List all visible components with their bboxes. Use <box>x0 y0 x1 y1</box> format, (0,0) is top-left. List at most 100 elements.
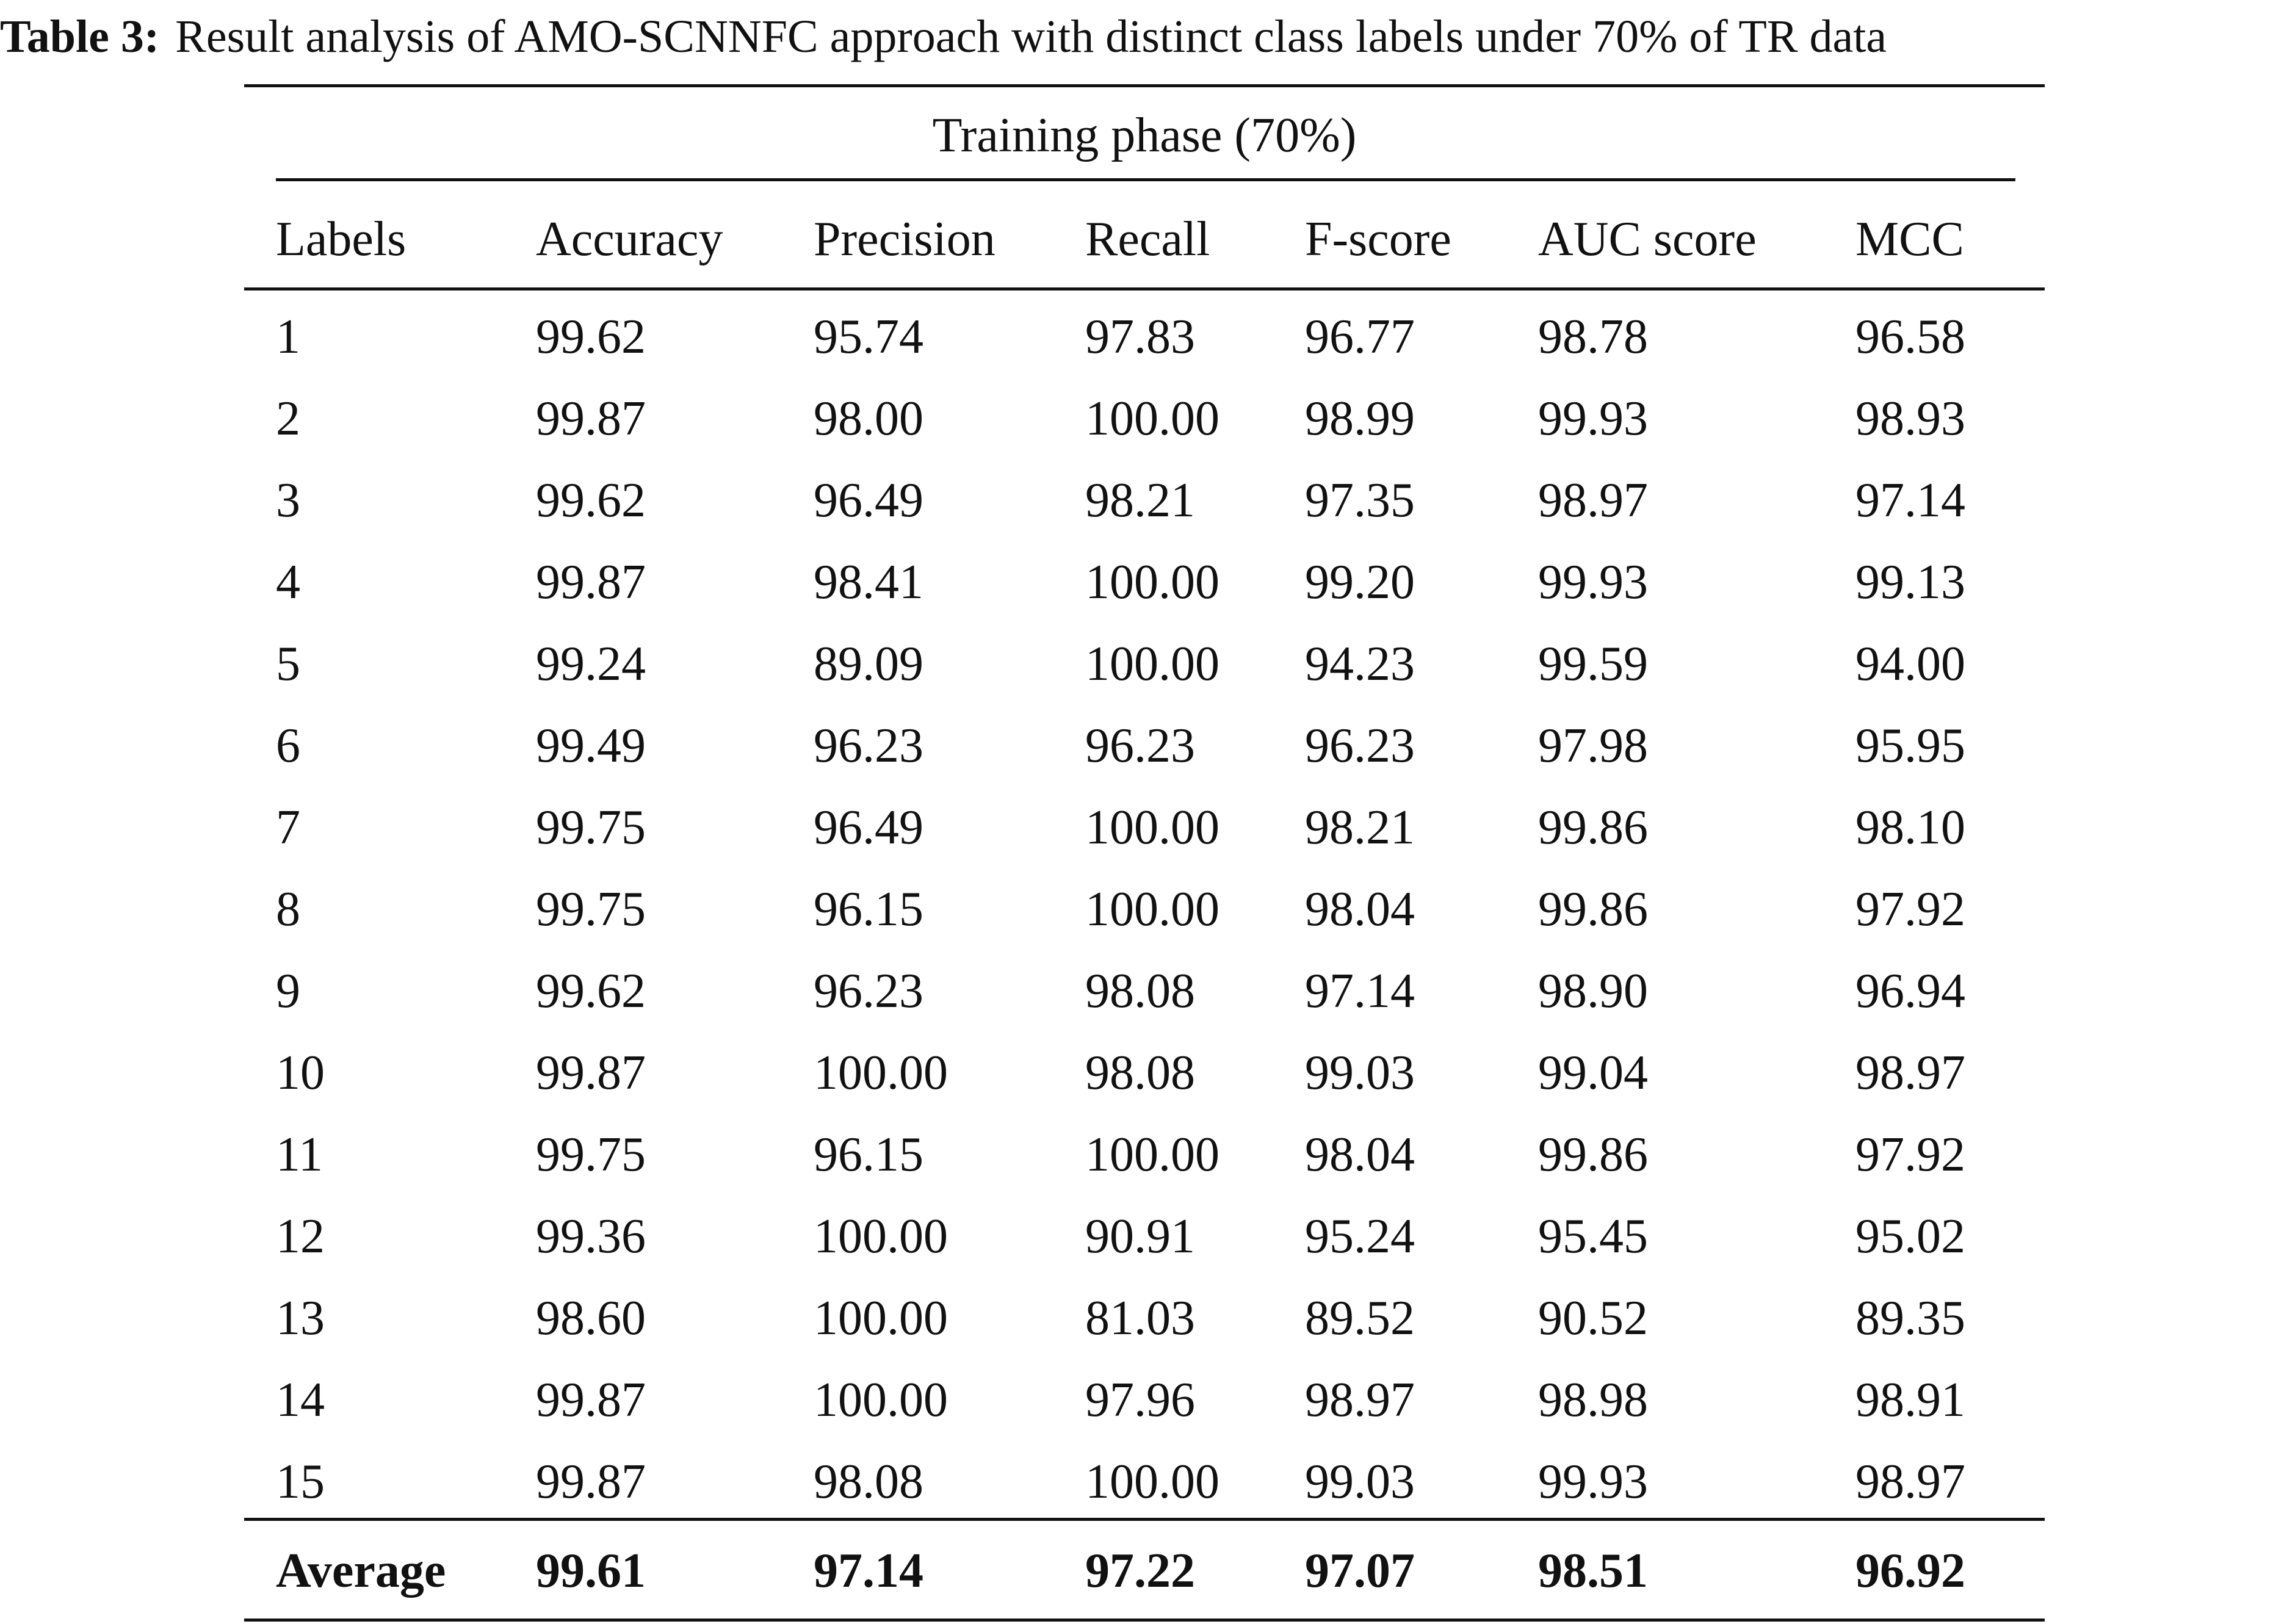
cell-f-score: 99.03 <box>1305 1046 1415 1100</box>
cell-precision: 89.09 <box>814 637 923 691</box>
average-label: Average <box>276 1544 446 1598</box>
cell-mcc: 98.91 <box>1855 1373 1965 1427</box>
cell-f-score: 98.99 <box>1305 392 1415 446</box>
cell-accuracy: 99.75 <box>536 1128 646 1182</box>
cell-accuracy: 99.87 <box>536 392 646 446</box>
cell-label: 7 <box>276 801 300 854</box>
cell-label: 15 <box>276 1455 325 1509</box>
cell-mcc: 96.58 <box>1855 310 1965 364</box>
cell-recall: 90.91 <box>1085 1210 1195 1263</box>
header-f-score: F-score <box>1305 212 1451 266</box>
table-caption: Table 3: Result analysis of AMO-SCNNFC ap… <box>0 6 2287 67</box>
cell-f-score: 98.04 <box>1305 1128 1415 1182</box>
average-recall: 97.22 <box>1085 1544 1195 1598</box>
cell-f-score: 96.23 <box>1305 719 1415 773</box>
cell-recall: 97.83 <box>1085 310 1195 364</box>
cell-f-score: 97.14 <box>1305 964 1415 1018</box>
cell-accuracy: 99.87 <box>536 1455 646 1509</box>
cell-precision: 96.15 <box>814 1128 923 1182</box>
cell-recall: 98.21 <box>1085 474 1195 527</box>
cell-precision: 95.74 <box>814 310 923 364</box>
cell-mcc: 98.97 <box>1855 1455 1965 1509</box>
cell-f-score: 99.20 <box>1305 555 1415 609</box>
cell-precision: 96.49 <box>814 801 923 854</box>
cell-label: 12 <box>276 1210 325 1263</box>
cell-f-score: 89.52 <box>1305 1291 1415 1345</box>
cell-accuracy: 99.75 <box>536 801 646 854</box>
cell-mcc: 94.00 <box>1855 637 1965 691</box>
caption-label: Table 3: <box>0 11 160 62</box>
cell-recall: 81.03 <box>1085 1291 1195 1345</box>
cell-accuracy: 99.62 <box>536 964 646 1018</box>
cell-recall: 100.00 <box>1085 801 1219 854</box>
cell-f-score: 95.24 <box>1305 1210 1415 1263</box>
cell-mcc: 97.14 <box>1855 474 1965 527</box>
cell-f-score: 98.21 <box>1305 801 1415 854</box>
cell-precision: 100.00 <box>814 1291 948 1345</box>
cell-mcc: 89.35 <box>1855 1291 1965 1345</box>
cell-label: 3 <box>276 474 300 527</box>
cell-label: 8 <box>276 882 300 936</box>
cell-label: 10 <box>276 1046 325 1100</box>
cell-auc-score: 95.45 <box>1538 1210 1648 1263</box>
cell-auc-score: 99.93 <box>1538 392 1648 446</box>
cell-recall: 98.08 <box>1085 964 1195 1018</box>
cell-label: 5 <box>276 637 300 691</box>
header-accuracy: Accuracy <box>536 212 723 266</box>
cell-recall: 100.00 <box>1085 637 1219 691</box>
cell-precision: 96.49 <box>814 474 923 527</box>
cell-accuracy: 99.62 <box>536 474 646 527</box>
cell-mcc: 98.93 <box>1855 392 1965 446</box>
cell-auc-score: 98.98 <box>1538 1373 1648 1427</box>
cell-label: 6 <box>276 719 300 773</box>
cell-auc-score: 97.98 <box>1538 719 1648 773</box>
cell-f-score: 99.03 <box>1305 1455 1415 1509</box>
cell-label: 4 <box>276 555 300 609</box>
cell-accuracy: 99.75 <box>536 882 646 936</box>
cell-accuracy: 99.87 <box>536 1046 646 1100</box>
cell-mcc: 97.92 <box>1855 882 1965 936</box>
header-rule <box>244 287 2045 291</box>
cell-mcc: 95.95 <box>1855 719 1965 773</box>
cell-f-score: 98.97 <box>1305 1373 1415 1427</box>
cell-accuracy: 99.62 <box>536 310 646 364</box>
cell-accuracy: 99.87 <box>536 555 646 609</box>
header-labels: Labels <box>276 212 406 266</box>
cell-recall: 98.08 <box>1085 1046 1195 1100</box>
phase-title: Training phase (70%) <box>932 109 1357 162</box>
cell-recall: 97.96 <box>1085 1373 1195 1427</box>
cell-recall: 100.00 <box>1085 392 1219 446</box>
average-f-score: 97.07 <box>1305 1544 1415 1598</box>
cell-precision: 98.00 <box>814 392 923 446</box>
cell-label: 13 <box>276 1291 325 1345</box>
cell-precision: 100.00 <box>814 1373 948 1427</box>
header-precision: Precision <box>814 212 995 266</box>
caption-text: Result analysis of AMO-SCNNFC approach w… <box>175 11 1887 62</box>
cell-auc-score: 98.97 <box>1538 474 1648 527</box>
cell-mcc: 96.94 <box>1855 964 1965 1018</box>
cell-accuracy: 99.49 <box>536 719 646 773</box>
cell-auc-score: 99.93 <box>1538 1455 1648 1509</box>
header-recall: Recall <box>1085 212 1210 266</box>
cell-recall: 100.00 <box>1085 555 1219 609</box>
average-accuracy: 99.61 <box>536 1544 646 1598</box>
cell-recall: 100.00 <box>1085 1128 1219 1182</box>
cell-auc-score: 99.93 <box>1538 555 1648 609</box>
cell-f-score: 98.04 <box>1305 882 1415 936</box>
cell-mcc: 98.10 <box>1855 801 1965 854</box>
cell-auc-score: 99.86 <box>1538 882 1648 936</box>
header-mcc: MCC <box>1855 212 1964 266</box>
cell-auc-score: 99.86 <box>1538 1128 1648 1182</box>
cell-auc-score: 99.04 <box>1538 1046 1648 1100</box>
cell-f-score: 97.35 <box>1305 474 1415 527</box>
average-auc-score: 98.51 <box>1538 1544 1648 1598</box>
cell-label: 11 <box>276 1128 323 1182</box>
header-auc-score: AUC score <box>1538 212 1757 266</box>
cell-precision: 96.23 <box>814 964 923 1018</box>
cell-label: 1 <box>276 310 300 364</box>
cell-mcc: 97.92 <box>1855 1128 1965 1182</box>
cell-auc-score: 98.90 <box>1538 964 1648 1018</box>
cell-auc-score: 99.59 <box>1538 637 1648 691</box>
cell-accuracy: 99.24 <box>536 637 646 691</box>
table-top-rule <box>244 84 2045 87</box>
